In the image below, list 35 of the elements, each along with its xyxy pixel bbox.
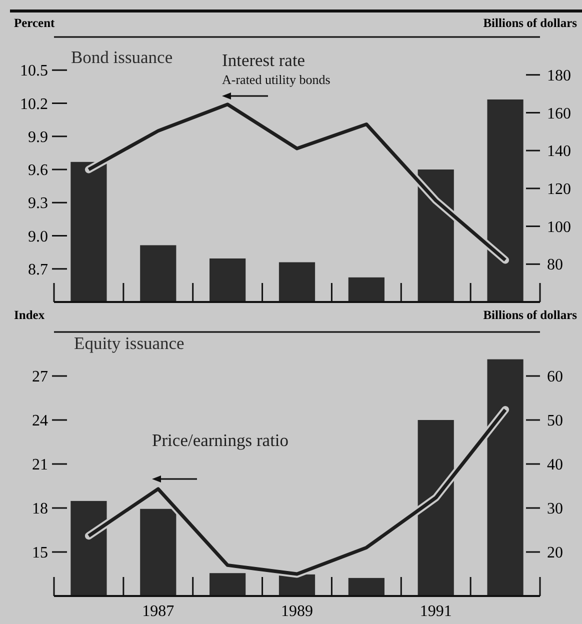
- y-tick-label: 15: [32, 544, 48, 562]
- y2-tick-label: 40: [547, 456, 563, 474]
- y-axis-title: Index: [14, 308, 46, 322]
- y2-tick-label: 80: [547, 256, 563, 274]
- annotation: A-rated utility bonds: [222, 72, 330, 87]
- x-tick-label: 1991: [420, 603, 452, 620]
- x-tick-label: 1989: [281, 603, 313, 620]
- x-tick-label: 1987: [142, 603, 174, 620]
- y2-tick-label: 180: [547, 67, 571, 84]
- y-tick-label: 21: [32, 456, 48, 474]
- y-tick-label: 9.3: [28, 195, 48, 212]
- series-label: Interest rate: [222, 50, 306, 70]
- y-tick-label: 8.7: [28, 261, 48, 278]
- y2-tick-label: 20: [547, 544, 563, 562]
- y-tick-label: 10.5: [20, 62, 48, 80]
- y-tick-label: 9.6: [28, 162, 48, 180]
- y2-tick-label: 120: [547, 181, 571, 198]
- y2-tick-label: 50: [547, 412, 563, 430]
- y-axis-title: Percent: [14, 16, 56, 30]
- y2-tick-label: 60: [547, 368, 563, 386]
- y-tick-label: 9.9: [28, 128, 48, 146]
- y-tick-label: 24: [32, 412, 48, 430]
- y-tick-label: 18: [32, 500, 48, 518]
- y-tick-label: 9.0: [28, 228, 48, 246]
- y2-tick-label: 30: [547, 500, 563, 518]
- y2-axis-title: Billions of dollars: [483, 308, 578, 322]
- y2-tick-label: 100: [547, 218, 571, 236]
- y-tick-label: 27: [32, 368, 48, 386]
- y2-tick-label: 160: [547, 105, 571, 122]
- text: Price/earnings ratio: [152, 430, 289, 450]
- y2-tick-label: 140: [547, 143, 571, 160]
- y-tick-label: 10.2: [20, 96, 48, 113]
- text: Bond issuance: [71, 47, 173, 67]
- text: Equity issuance: [74, 333, 185, 353]
- y2-axis-title: Billions of dollars: [483, 16, 578, 30]
